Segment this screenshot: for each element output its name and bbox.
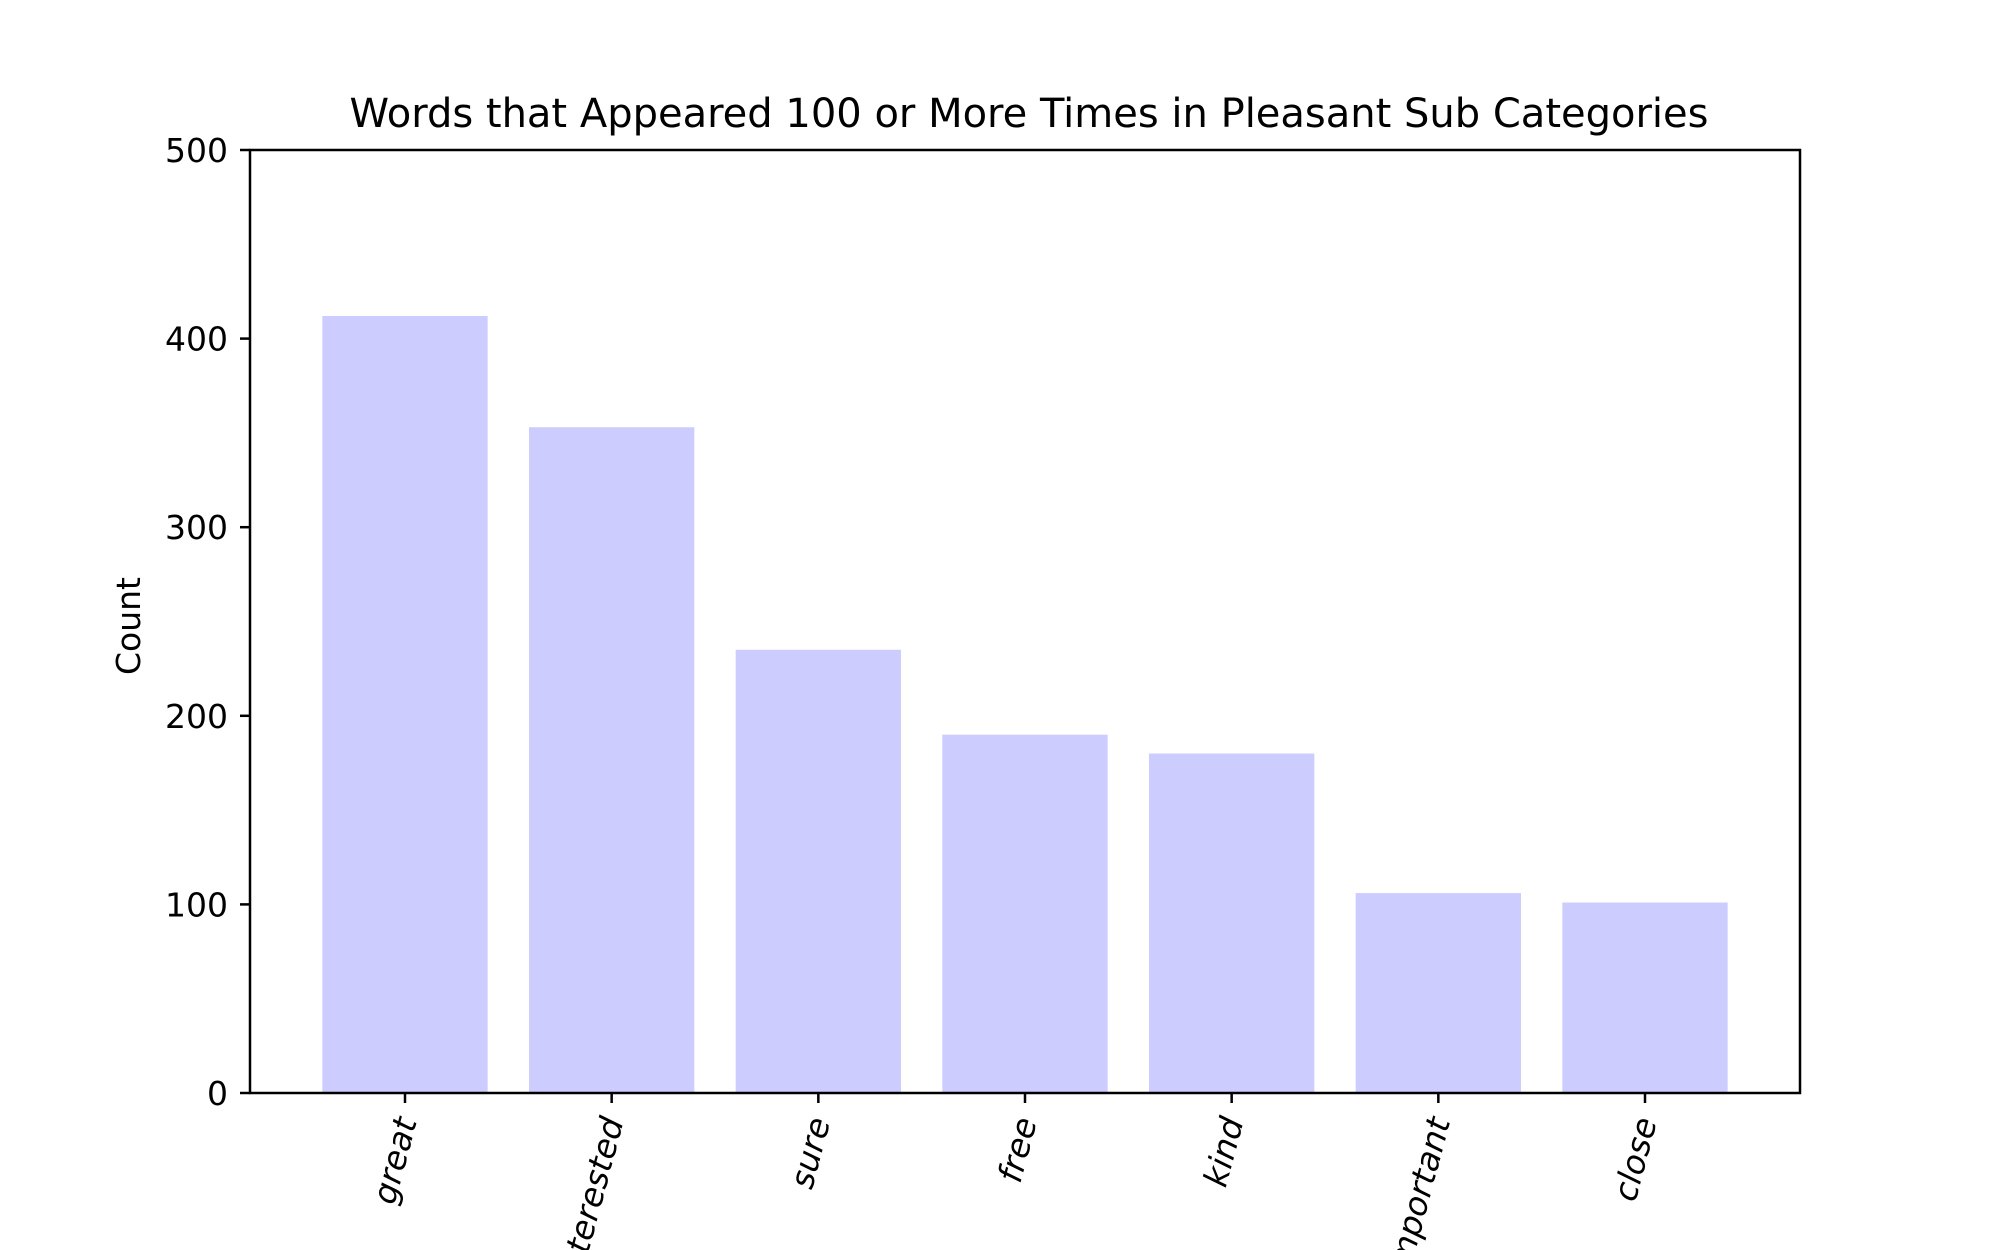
bar-interested — [529, 427, 695, 1093]
x-tick-label-important: important — [1378, 1112, 1458, 1250]
x-tick-label-interested: interested — [550, 1112, 632, 1250]
x-tick-label-sure: sure — [782, 1113, 838, 1193]
chart-title: Words that Appeared 100 or More Times in… — [350, 91, 1709, 137]
y-tick-label-300: 300 — [165, 508, 228, 547]
y-tick-label-0: 0 — [207, 1074, 228, 1113]
y-tick-label-100: 100 — [165, 885, 228, 924]
x-tick-label-free: free — [990, 1113, 1045, 1187]
x-tick-label-close: close — [1605, 1113, 1665, 1205]
bar-close — [1562, 902, 1728, 1093]
bar-free — [942, 734, 1108, 1093]
y-tick-label-500: 500 — [165, 131, 228, 170]
x-tick-label-kind: kind — [1196, 1112, 1252, 1191]
labels-layer: 0 100 200 300 400 500 great interested sure free k… — [165, 131, 1665, 1250]
bars-layer — [322, 315, 1728, 1094]
y-axis-label: Count — [109, 577, 148, 675]
x-tick-label-great: great — [364, 1112, 425, 1208]
bar-important — [1355, 893, 1521, 1093]
axes-layer — [240, 148, 1802, 1103]
bar-great — [322, 315, 488, 1094]
y-tick-label-400: 400 — [165, 320, 228, 359]
bar-sure — [735, 649, 901, 1093]
bar-kind — [1149, 753, 1315, 1093]
y-tick-label-200: 200 — [165, 697, 228, 736]
